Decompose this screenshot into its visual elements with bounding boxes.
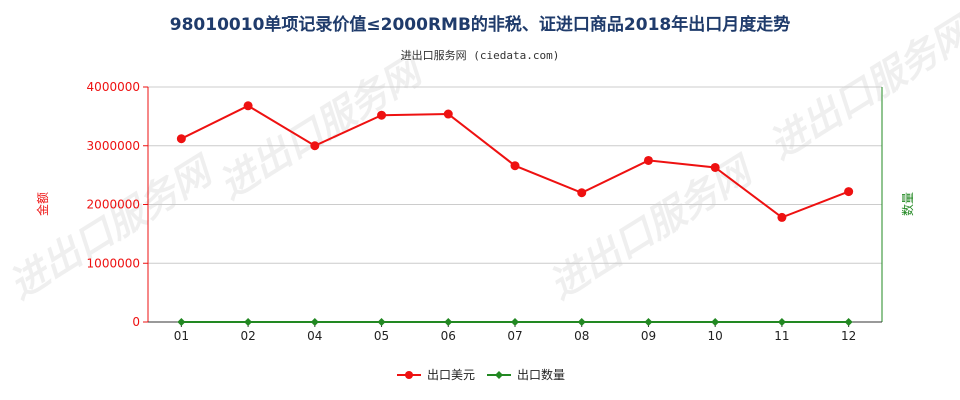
watermark-text: 进出口服务网 <box>1 147 222 308</box>
y-axis-right-label: 数量 <box>900 192 915 216</box>
data-point-amount <box>443 109 453 119</box>
x-tick-label: 06 <box>441 329 456 343</box>
data-point-amount <box>577 188 587 198</box>
data-point-quantity <box>310 318 319 326</box>
x-tick-label: 10 <box>708 329 723 343</box>
data-point-quantity <box>777 318 786 326</box>
data-point-amount <box>710 162 720 172</box>
data-point-quantity <box>644 318 653 326</box>
x-tick-label: 12 <box>841 329 856 343</box>
data-point-amount <box>777 212 787 222</box>
data-point-quantity <box>444 318 453 326</box>
legend-marker-1 <box>405 371 413 379</box>
legend[interactable]: 出口美元 出口数量 <box>397 367 565 382</box>
y-tick-label: 1000000 <box>87 256 140 270</box>
legend-label-1: 出口美元 <box>427 368 475 382</box>
x-tick-label: 05 <box>374 329 389 343</box>
x-tick-label: 11 <box>774 329 789 343</box>
data-point-quantity <box>577 318 586 326</box>
y-tick-label: 4000000 <box>87 80 140 94</box>
x-tick-label: 07 <box>507 329 522 343</box>
legend-marker-2 <box>495 371 503 379</box>
x-tick-label: 08 <box>574 329 589 343</box>
watermark-text: 进出口服务网 <box>541 147 762 308</box>
y-tick-label: 3000000 <box>87 139 140 153</box>
data-point-amount <box>643 155 653 165</box>
data-point-quantity <box>377 318 386 326</box>
x-tick-label: 09 <box>641 329 656 343</box>
data-point-quantity <box>711 318 720 326</box>
x-tick-label: 01 <box>174 329 189 343</box>
watermark-text: 进出口服务网 <box>211 47 432 208</box>
x-tick-label: 02 <box>240 329 255 343</box>
data-point-quantity <box>177 318 186 326</box>
chart-title: 98010010单项记录价值≤2000RMB的非税、证进口商品2018年出口月度… <box>169 15 791 35</box>
y-tick-label: 2000000 <box>87 198 140 212</box>
y-tick-labels: 0 1000000 2000000 3000000 4000000 <box>87 80 140 329</box>
data-point-quantity <box>844 318 853 326</box>
data-point-amount <box>377 110 387 120</box>
data-point-amount <box>243 101 253 111</box>
series-layer <box>176 101 854 326</box>
data-point-quantity <box>511 318 519 326</box>
data-point-quantity <box>244 318 253 326</box>
y-tick-label: 0 <box>132 315 140 329</box>
data-point-amount <box>510 161 520 171</box>
grid-lines <box>143 86 882 323</box>
data-point-amount <box>310 141 320 151</box>
x-tick-labels: 01 02 04 05 06 07 08 09 10 11 12 <box>174 322 856 343</box>
legend-label-2: 出口数量 <box>517 367 565 382</box>
x-tick-label: 04 <box>307 329 322 343</box>
chart-subtitle: 进出口服务网 (ciedata.com) <box>400 49 560 62</box>
data-point-amount <box>844 187 854 197</box>
y-axis-left-label: 金额 <box>35 192 50 216</box>
data-point-amount <box>176 134 186 144</box>
